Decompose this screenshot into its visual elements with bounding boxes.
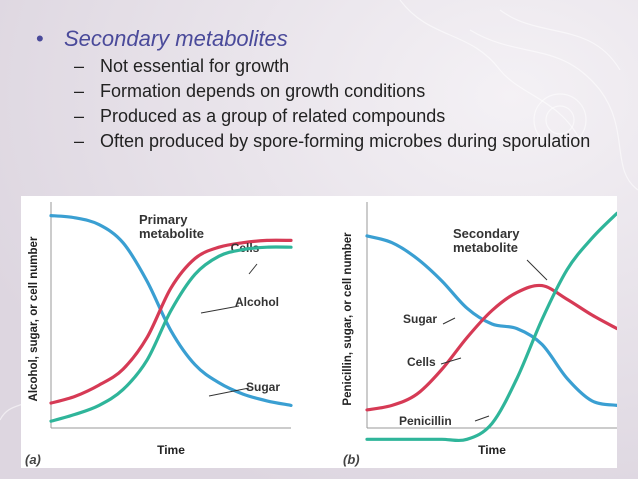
x-axis-label: Time [478,443,506,457]
series-line-sugar [365,234,617,407]
series-line-penicillin [365,211,617,443]
panel-label: (b) [343,452,360,467]
dash-icon: – [74,56,85,76]
series-label-cells: Cells [407,355,436,369]
sub-bullet: – Produced as a group of related compound… [74,104,626,129]
bullet-list: • Secondary metabolites – Not essential fo… [36,24,626,154]
sub-bullet: – Not essential for growth [74,54,626,79]
series-line-cells [365,283,617,412]
dash-icon: – [74,106,85,126]
x-axis-label: Time [157,443,185,457]
series-label-sugar: Sugar [246,380,280,394]
sub-bullet-text: Produced as a group of related compounds [100,106,446,126]
leader-line-penicillin [474,415,490,422]
leader-line-cells [248,263,258,275]
y-axis-label: Alcohol, sugar, or cell number [28,236,40,401]
dash-icon: – [74,81,85,101]
charts-svg: SugarCellsAlcoholPrimarymetaboliteTimeAl… [25,202,617,467]
series-line-sugar [49,214,293,407]
sub-bullet: – Often produced by spore-forming microbe… [74,129,626,154]
main-bullet-text: Secondary metabolites [64,26,288,51]
series-label-sugar: Sugar [403,312,437,326]
series-label-penicillin: Penicillin [399,414,452,428]
y-axis-label: Penicillin, sugar, or cell number [342,232,354,406]
dash-icon: – [74,131,85,151]
main-bullet: • Secondary metabolites [36,24,626,54]
series-line-cells [49,238,293,405]
leader-line-alcohol [200,305,240,314]
sub-bullet: – Formation depends on growth conditions [74,79,626,104]
bullet-dot-icon: • [36,26,44,51]
annotation-leader [526,259,548,281]
annotation-line-1: Secondary [453,226,520,241]
sub-bullet-text: Often produced by spore-forming microbes… [100,131,591,151]
panel-label: (a) [25,452,41,467]
annotation-line-2: metabolite [453,240,518,255]
series-line-alcohol [49,245,293,423]
sub-bullet-text: Not essential for growth [100,56,290,76]
leader-line-sugar [442,317,456,325]
series-label-alcohol: Alcohol [235,295,279,309]
sub-bullet-text: Formation depends on growth conditions [100,81,426,101]
leader-line-cells [440,357,462,365]
leader-line-sugar [208,387,250,397]
metabolite-figure: Sugar Cells Alcohol Primary metabolite Time Al… [21,196,617,468]
annotation-line-2: metabolite [139,226,204,241]
annotation-line-1: Primary [139,212,188,227]
